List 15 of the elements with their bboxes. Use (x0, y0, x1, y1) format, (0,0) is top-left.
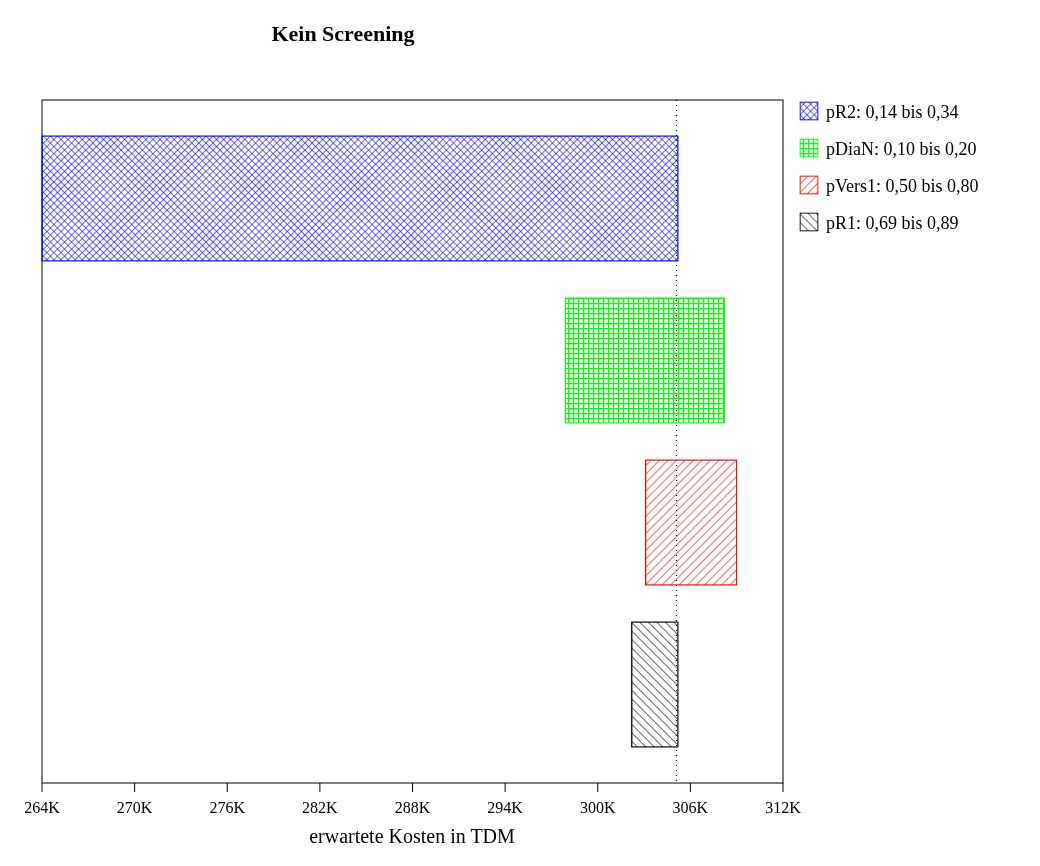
legend-label: pR1: 0,69 bis 0,89 (826, 213, 959, 233)
x-axis-title: erwartete Kosten in TDM (309, 825, 516, 847)
x-tick-label: 300K (579, 799, 616, 816)
x-tick-label: 306K (672, 799, 709, 816)
x-tick-label: 270K (116, 799, 153, 816)
legend-label: pDiaN: 0,10 bis 0,20 (826, 139, 977, 159)
x-tick-label: 264K (24, 799, 61, 816)
legend-label: pR2: 0,14 bis 0,34 (826, 102, 959, 122)
chart-title: Kein Screening (271, 21, 415, 46)
legend-label: pVers1: 0,50 bis 0,80 (826, 176, 979, 196)
x-tick-label: 294K (487, 799, 524, 816)
x-tick-label: 288K (394, 799, 431, 816)
x-tick-label: 282K (302, 799, 339, 816)
x-tick-label: 312K (765, 799, 802, 816)
x-tick-label: 276K (209, 799, 246, 816)
